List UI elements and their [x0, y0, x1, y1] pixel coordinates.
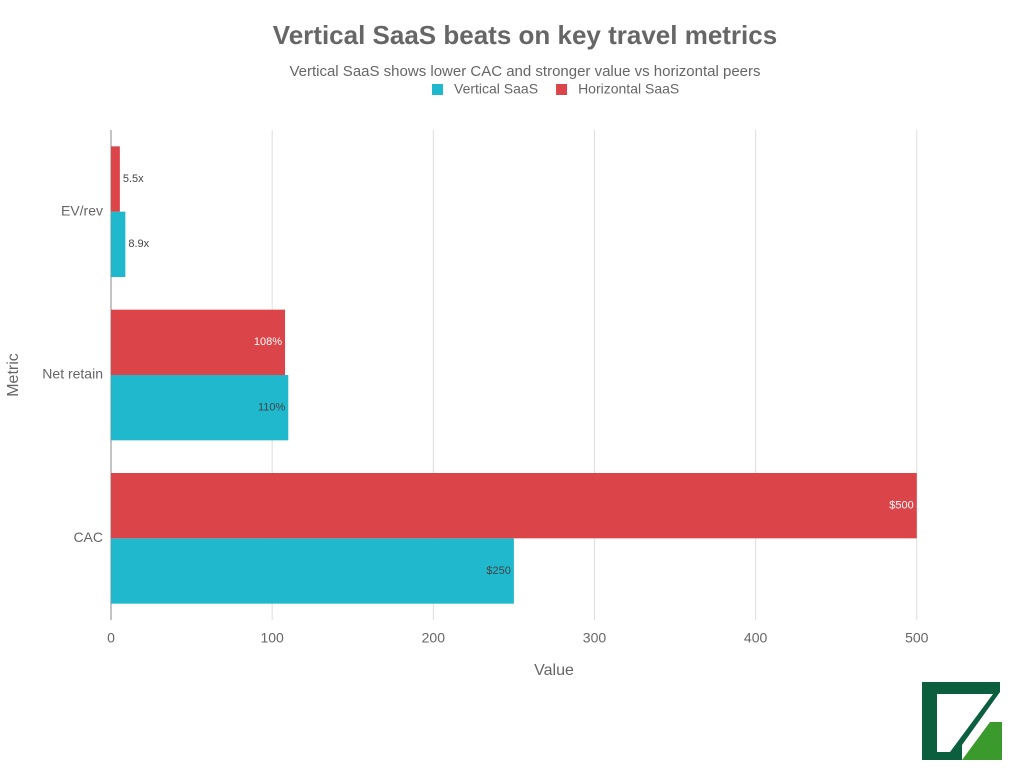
value-label: $500 — [889, 500, 913, 512]
value-label: 108% — [254, 336, 282, 348]
x-tick-label: 400 — [744, 630, 768, 646]
bar — [111, 211, 126, 277]
y-tick-label: EV/rev — [61, 202, 103, 218]
x-tick-label: 0 — [107, 630, 115, 646]
x-tick-label: 500 — [905, 630, 929, 646]
value-label: 110% — [258, 402, 286, 414]
legend-swatch — [556, 84, 568, 95]
bar — [111, 538, 514, 604]
y-tick-label: CAC — [73, 529, 103, 545]
legend-label: Horizontal SaaS — [578, 81, 679, 97]
legend-label: Vertical SaaS — [454, 81, 538, 97]
logo — [922, 682, 1002, 760]
x-tick-label: 200 — [422, 630, 446, 646]
x-tick-label: 300 — [583, 630, 607, 646]
value-label: 8.9x — [128, 238, 149, 250]
y-tick-label: Net retain — [42, 366, 103, 382]
bar — [111, 309, 286, 375]
x-tick-label: 100 — [260, 630, 284, 646]
y-axis-title: Metric — [5, 353, 22, 397]
bar — [111, 146, 120, 212]
value-label: $250 — [486, 565, 510, 577]
chart-title: Vertical SaaS beats on key travel metric… — [273, 20, 777, 50]
chart-subtitle: Vertical SaaS shows lower CAC and strong… — [289, 63, 760, 80]
x-axis-title: Value — [534, 662, 574, 679]
bar — [111, 375, 289, 441]
value-label: 5.5x — [123, 173, 144, 185]
bar — [111, 473, 917, 539]
legend-swatch — [432, 84, 443, 95]
